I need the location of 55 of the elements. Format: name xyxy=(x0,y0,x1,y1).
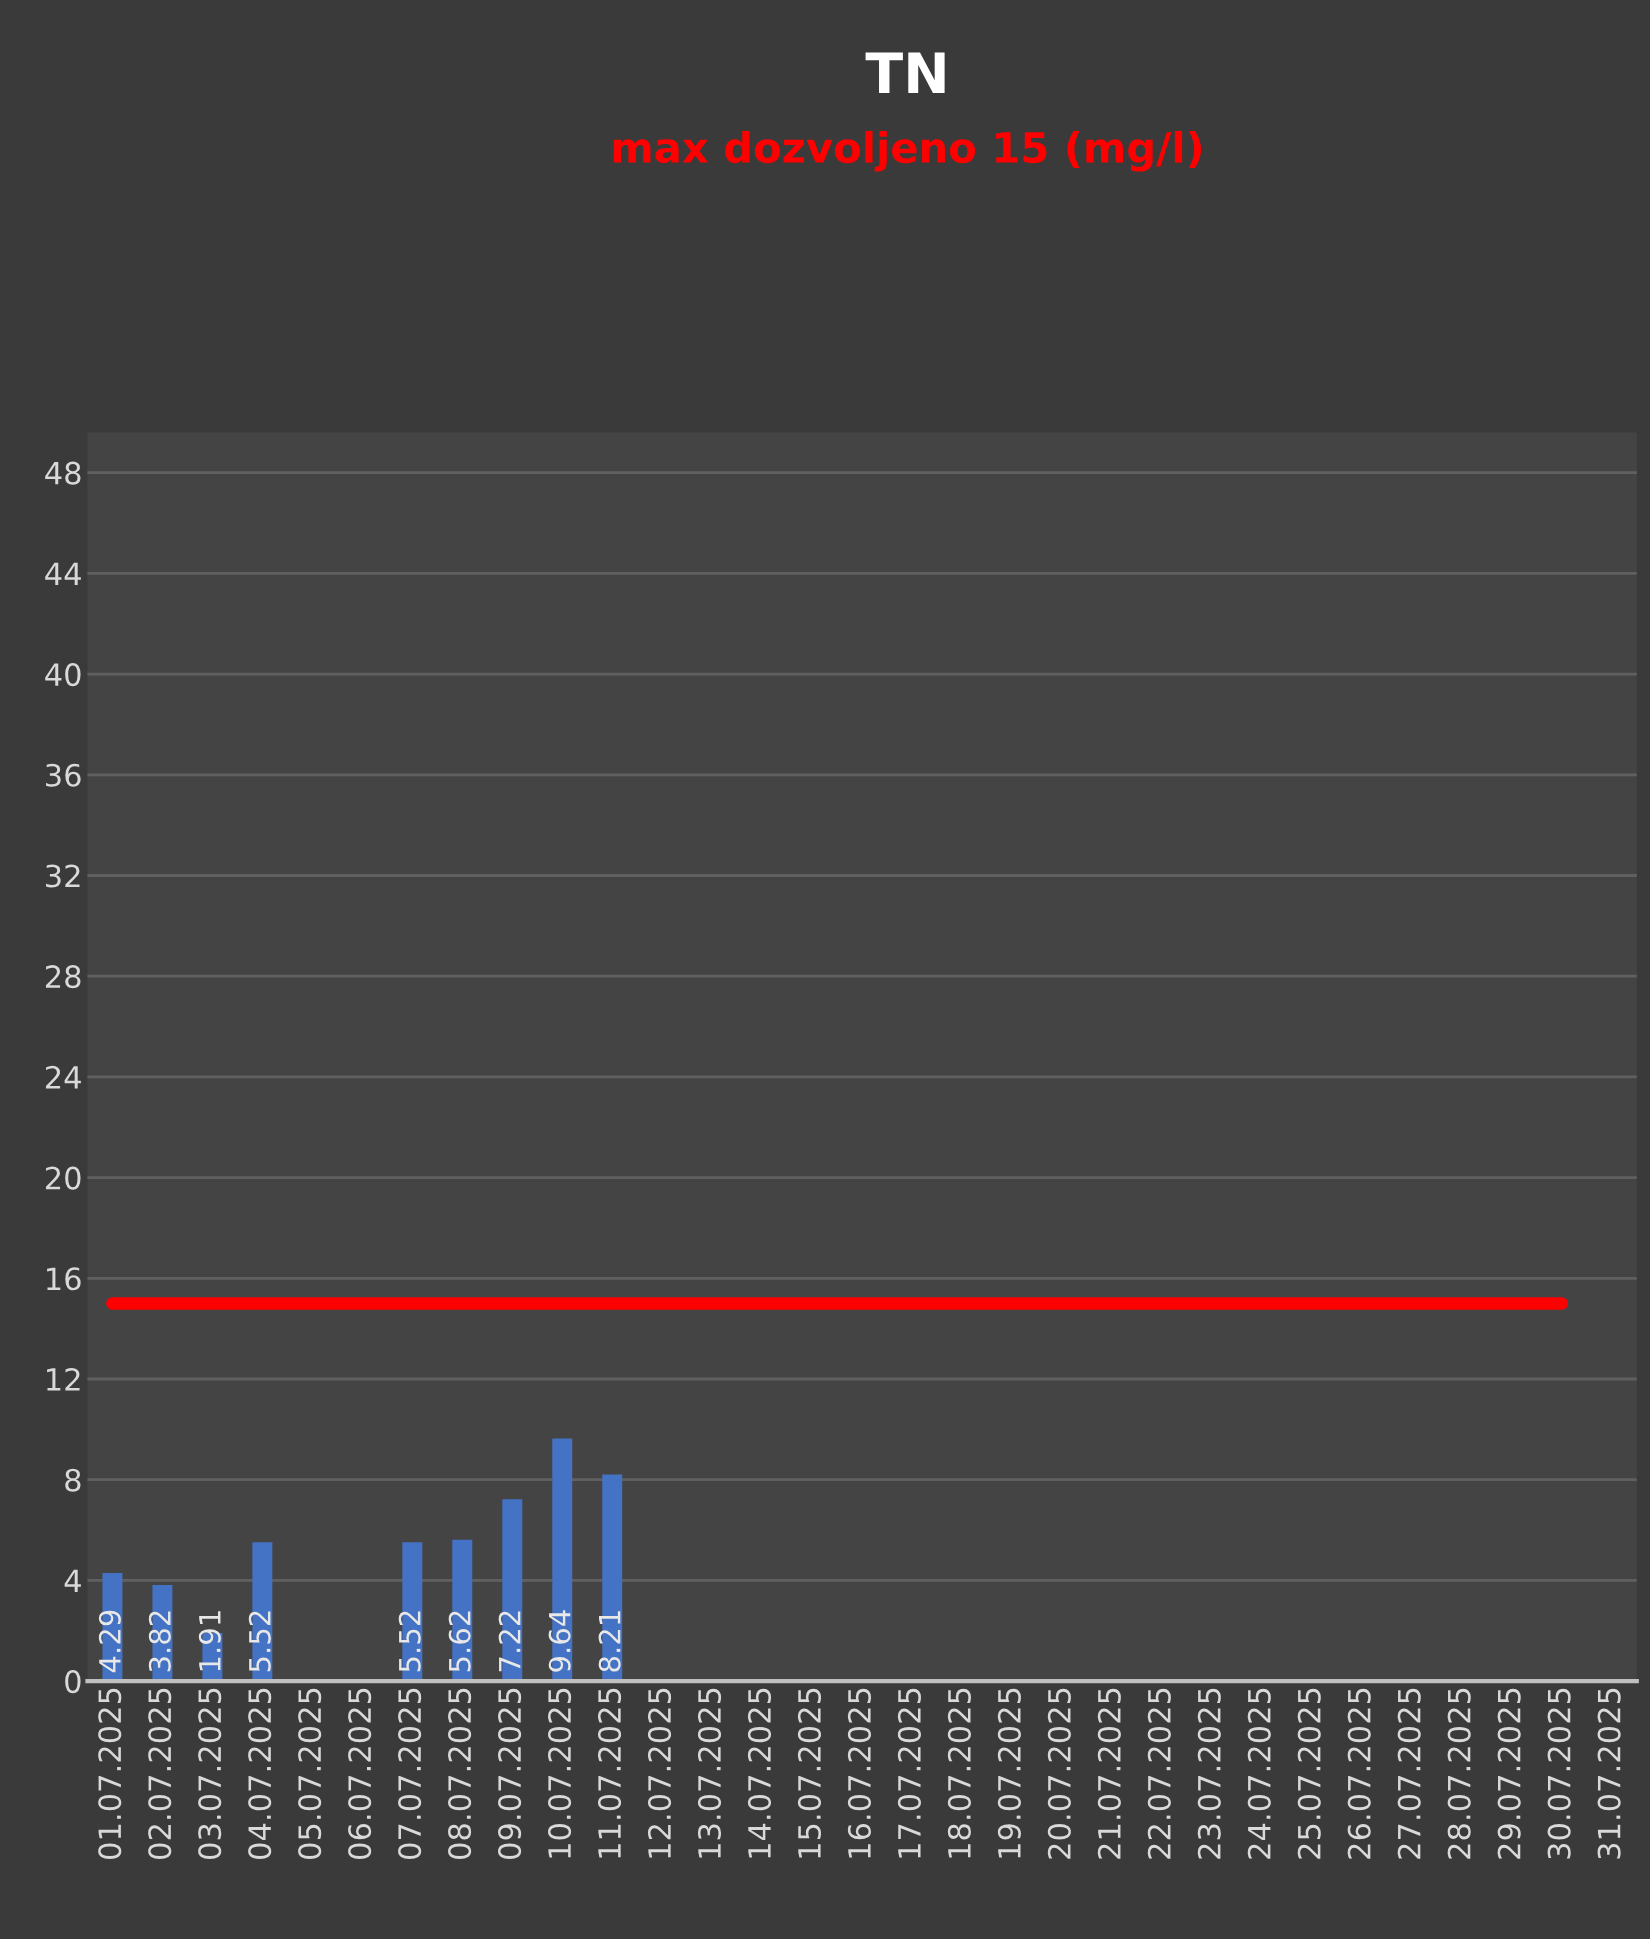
y-tick-label: 8 xyxy=(65,1468,81,1492)
x-tick-label: 07.07.2025 xyxy=(398,1688,422,1859)
y-tick-label: 32 xyxy=(46,864,80,888)
data-label: 5.52 xyxy=(248,1611,271,1672)
x-tick-label: 27.07.2025 xyxy=(1397,1688,1421,1859)
y-tick-label: 40 xyxy=(45,663,81,687)
x-tick-label: 22.07.2025 xyxy=(1147,1688,1171,1859)
chart-title: TN xyxy=(865,52,945,93)
x-tick-label: 20.07.2025 xyxy=(1047,1688,1071,1859)
x-tick-label: 15.07.2025 xyxy=(797,1688,822,1858)
x-tick-label: 18.07.2025 xyxy=(947,1688,971,1858)
x-tick-label: 13.07.2025 xyxy=(697,1688,722,1858)
x-tick-label: 09.07.2025 xyxy=(498,1688,522,1859)
x-tick-label: 17.07.2025 xyxy=(897,1688,921,1858)
y-tick-label: 24 xyxy=(45,1065,81,1089)
data-label: 7.22 xyxy=(498,1611,521,1672)
x-tick-label: 29.07.2025 xyxy=(1497,1688,1521,1859)
x-tick-label: 12.07.2025 xyxy=(647,1688,672,1858)
y-tick-label: 12 xyxy=(47,1367,80,1391)
x-tick-label: 23.07.2025 xyxy=(1197,1688,1221,1859)
x-tick-label: 26.07.2025 xyxy=(1347,1688,1371,1859)
y-tick-label: 20 xyxy=(45,1166,81,1190)
data-label: 8.21 xyxy=(598,1611,621,1672)
x-tick-label: 28.07.2025 xyxy=(1447,1688,1471,1859)
x-tick-label: 21.07.2025 xyxy=(1097,1688,1121,1859)
x-tick-label: 24.07.2025 xyxy=(1247,1688,1271,1859)
y-tick-label: 44 xyxy=(45,562,81,585)
data-label: 5.62 xyxy=(448,1611,471,1672)
x-tick-label: 04.07.2025 xyxy=(248,1688,272,1859)
x-tick-label: 06.07.2025 xyxy=(348,1688,372,1859)
y-tick-label: 4 xyxy=(64,1569,81,1593)
y-tick-label: 48 xyxy=(45,461,81,485)
x-tick-label: 01.07.2025 xyxy=(98,1688,122,1859)
x-tick-label: 31.07.2025 xyxy=(1597,1688,1621,1859)
x-tick-label: 19.07.2025 xyxy=(997,1688,1021,1858)
chart-subtitle: max dozvoljeno 15 (mg/l) xyxy=(613,130,1202,172)
x-tick-label: 03.07.2025 xyxy=(198,1688,222,1859)
x-tick-label: 11.07.2025 xyxy=(597,1688,622,1858)
x-tick-label: 16.07.2025 xyxy=(847,1688,871,1858)
x-tick-label: 08.07.2025 xyxy=(448,1688,472,1859)
x-tick-label: 14.07.2025 xyxy=(747,1688,772,1858)
data-label: 3.82 xyxy=(148,1611,171,1672)
data-label: 9.64 xyxy=(548,1610,571,1672)
y-tick-label: 16 xyxy=(47,1267,81,1291)
x-tick-label: 02.07.2025 xyxy=(148,1688,172,1859)
data-label: 4.29 xyxy=(98,1610,121,1673)
data-label: 5.52 xyxy=(398,1611,421,1672)
x-tick-label: 25.07.2025 xyxy=(1297,1688,1321,1859)
data-label: 1.91 xyxy=(198,1611,221,1671)
y-tick-label: 36 xyxy=(46,763,81,787)
y-tick-label: 28 xyxy=(45,965,81,989)
x-tick-label: 10.07.2025 xyxy=(548,1688,572,1858)
y-tick-label: 0 xyxy=(65,1670,81,1694)
x-tick-label: 05.07.2025 xyxy=(298,1688,322,1859)
x-tick-label: 30.07.2025 xyxy=(1547,1688,1571,1859)
